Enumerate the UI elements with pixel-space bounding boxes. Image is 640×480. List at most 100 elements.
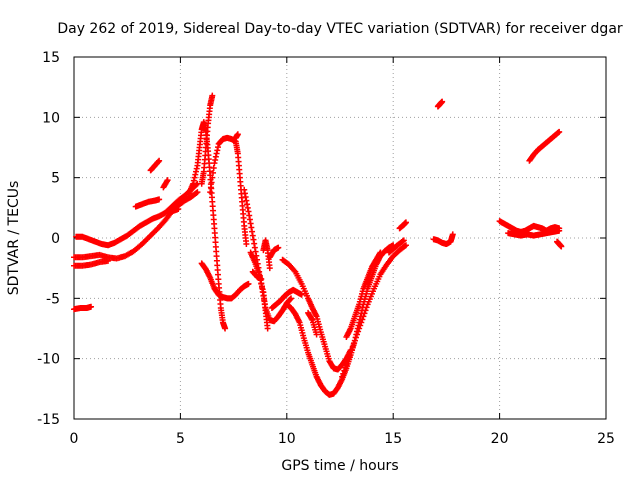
data-point-marker	[209, 92, 216, 99]
data-series	[396, 219, 409, 232]
data-point-marker	[339, 373, 346, 380]
data-point-marker	[348, 346, 355, 353]
data-series	[160, 177, 171, 191]
data-point-marker	[449, 231, 456, 238]
data-series	[147, 157, 163, 174]
y-tick-label: 15	[42, 50, 60, 66]
data-point-marker	[266, 265, 273, 272]
data-point-marker	[340, 370, 347, 377]
data-point-marker	[222, 325, 229, 332]
data-point-marker	[346, 352, 353, 359]
data-series	[279, 256, 354, 373]
data-series	[164, 206, 182, 217]
data-series	[505, 227, 563, 239]
data-point-marker	[105, 257, 112, 264]
data-point-marker	[288, 295, 295, 302]
data-point-marker	[349, 343, 356, 350]
data-series	[232, 131, 241, 141]
x-tick-label: 20	[491, 431, 509, 447]
data-point-marker	[556, 227, 563, 234]
data-series	[283, 242, 397, 398]
data-point-marker	[291, 267, 298, 274]
data-point-marker	[400, 237, 407, 244]
x-tick-label: 5	[176, 431, 185, 447]
data-point-marker	[243, 241, 250, 248]
data-point-marker	[358, 319, 365, 326]
data-point-marker	[361, 310, 368, 317]
y-tick-label: 10	[42, 110, 60, 126]
x-tick-label: 10	[278, 431, 296, 447]
data-point-marker	[350, 340, 357, 347]
x-tick-label: 25	[597, 431, 615, 447]
data-point-marker	[439, 98, 446, 105]
data-point-marker	[377, 249, 384, 256]
data-point-marker	[264, 325, 271, 332]
data-series	[268, 286, 305, 311]
data-point-marker	[245, 280, 252, 287]
y-tick-label: 5	[51, 171, 60, 187]
y-axis-label: SDTVAR / TECUs	[6, 181, 22, 296]
data-series	[247, 249, 271, 332]
data-point-marker	[298, 291, 305, 298]
chart-title: Day 262 of 2019, Sidereal Day-to-day VTE…	[57, 21, 623, 37]
data-point-marker	[351, 337, 358, 344]
data-series	[71, 257, 112, 269]
data-point-marker	[345, 355, 352, 362]
data-point-marker	[355, 328, 362, 335]
data-point-marker	[342, 364, 349, 371]
data-point-marker	[234, 131, 241, 138]
data-series	[266, 244, 282, 261]
grid-lines	[74, 57, 606, 419]
x-axis-label: GPS time / hours	[281, 458, 398, 474]
data-points	[71, 92, 565, 398]
y-tick-label: -5	[46, 291, 60, 307]
y-tick-label: -15	[37, 412, 60, 428]
data-series	[430, 231, 456, 248]
data-point-marker	[402, 219, 409, 226]
data-point-marker	[363, 304, 370, 311]
data-point-marker	[362, 307, 369, 314]
data-point-marker	[558, 243, 565, 250]
data-series	[198, 260, 252, 302]
data-point-marker	[193, 189, 200, 196]
data-point-marker	[88, 303, 95, 310]
data-series	[339, 242, 409, 380]
data-series	[198, 92, 216, 187]
x-tick-label: 0	[70, 431, 79, 447]
data-series	[434, 98, 446, 110]
data-point-marker	[401, 243, 408, 250]
data-point-marker	[352, 334, 359, 341]
data-series	[73, 180, 201, 249]
data-point-marker	[343, 361, 350, 368]
data-series	[185, 119, 229, 332]
data-point-marker	[164, 177, 171, 184]
data-point-marker	[556, 128, 563, 135]
data-series	[385, 237, 407, 256]
data-point-marker	[402, 242, 409, 249]
data-point-marker	[313, 331, 320, 338]
data-point-marker	[156, 196, 163, 203]
data-series	[132, 196, 163, 210]
data-point-marker	[341, 367, 348, 374]
data-point-marker	[399, 238, 406, 245]
y-tick-label: 0	[51, 231, 60, 247]
data-series	[554, 238, 565, 250]
data-series	[343, 249, 384, 340]
data-series	[207, 134, 250, 248]
data-point-marker	[356, 325, 363, 332]
data-point-marker	[347, 349, 354, 356]
data-point-marker	[156, 157, 163, 164]
data-series	[71, 303, 95, 313]
data-series	[305, 309, 320, 338]
data-series	[71, 189, 201, 262]
data-point-marker	[344, 358, 351, 365]
y-tick-label: -10	[37, 352, 60, 368]
data-series	[260, 237, 273, 272]
axis-ticks: 0 5 10 15 20 25 -15 -10 -5 0 5 10 15	[37, 50, 615, 447]
data-point-marker	[175, 206, 182, 213]
data-point-marker	[357, 322, 364, 329]
x-tick-label: 15	[384, 431, 402, 447]
data-point-marker	[354, 331, 361, 338]
data-series	[526, 128, 563, 164]
